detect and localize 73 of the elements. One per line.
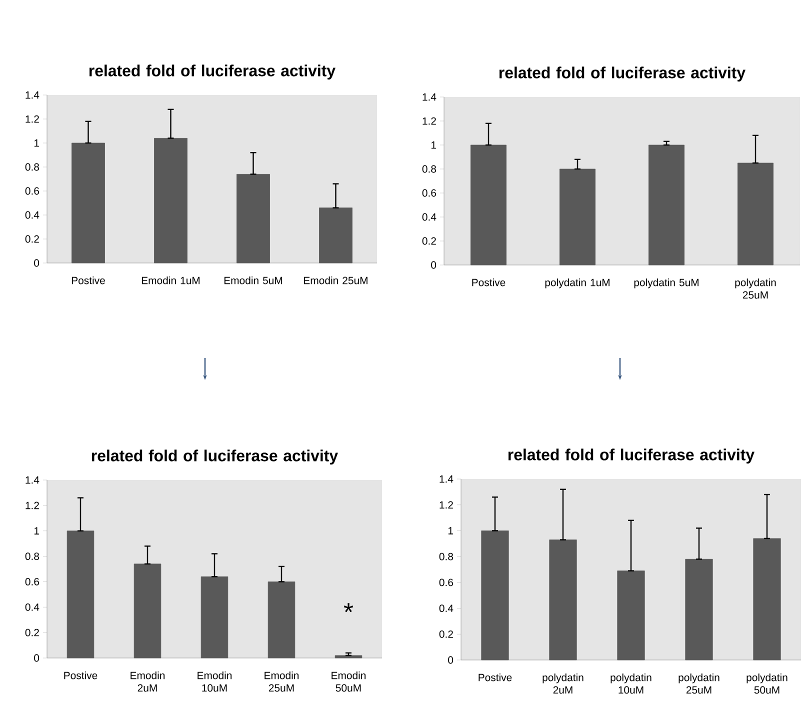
bar [236,174,270,264]
y-tick-label: 0.4 [422,213,436,221]
y-tick-label: 0.6 [439,578,454,586]
y-tick-label: 1.2 [26,115,39,123]
y-tick-label: 0.6 [25,187,40,195]
y-tick-label: 1.2 [26,502,39,510]
bar [738,162,774,266]
bar [319,208,352,264]
x-tick-label: Emodin 5uM [224,276,282,284]
x-tick-label: Emodin 2uM [130,672,165,692]
x-tick-label: Postive [64,672,98,680]
chart-title: related fold of luciferase activity [89,64,336,80]
y-tick-label: 0 [34,259,40,267]
y-tick-label: 0 [431,261,436,269]
y-tick-label: 0.2 [422,237,436,245]
x-tick-label: polydatin 25uM [735,278,776,299]
x-tick-label: polydatin 2uM [542,674,584,694]
bar [470,144,507,266]
y-tick-label: 0 [448,656,454,664]
chart-title: related fold of luciferase activity [92,450,338,465]
y-tick-label: 1.4 [422,93,436,101]
y-tick-label: 1.4 [440,475,454,483]
bar [685,558,713,660]
x-tick-label: Postive [478,674,512,682]
y-tick-label: 1 [431,141,436,149]
x-tick-label: polydatin 50uM [746,674,788,694]
y-tick-label: 0 [34,654,40,662]
y-tick-label: 1 [34,139,39,147]
bar [753,538,781,660]
chart-title: related fold of luciferase activity [508,448,754,464]
bar [560,168,596,266]
bar [200,576,228,658]
y-tick-label: 0.4 [439,604,454,612]
x-tick-label: polydatin 10uM [610,674,652,694]
annotation: * [344,603,354,612]
bar [549,540,577,660]
bar [154,138,188,264]
x-tick-label: polydatin 1uM [545,278,610,288]
bar [617,570,645,660]
x-tick-label: Emodin 25uM [304,276,368,284]
y-tick-label: 1 [34,527,39,534]
y-tick-label: 0.4 [25,211,40,219]
x-tick-label: polydatin 5uM [634,278,698,288]
x-tick-label: Postive [72,276,105,284]
y-tick-label: 0.2 [25,628,39,636]
y-tick-label: 0.8 [25,552,40,560]
bar [72,142,105,264]
bar [481,530,509,660]
y-tick-label: 1.2 [440,501,453,509]
y-tick-label: 0.8 [25,163,40,171]
y-tick-label: 1 [448,527,453,534]
y-tick-label: 0.6 [422,189,436,197]
y-tick-label: 1.4 [26,91,40,99]
x-tick-label: Postive [472,278,506,286]
bar [66,530,94,658]
bar [134,564,162,658]
x-tick-label: Emodin 10uM [198,672,232,692]
bar [268,582,296,658]
bar [648,144,685,266]
y-tick-label: 0.6 [25,578,40,586]
bar [334,655,362,658]
y-tick-label: 0.2 [25,235,39,243]
y-tick-label: 0.2 [439,630,453,638]
y-tick-label: 0.4 [25,603,40,611]
y-tick-label: 0.8 [439,552,454,560]
x-tick-label: Emodin 50uM [332,672,366,692]
chart-title: related fold of luciferase activity [499,66,746,82]
y-tick-label: 1.2 [422,117,436,125]
y-tick-label: 0.8 [422,165,436,173]
y-tick-label: 1.4 [26,476,40,484]
x-tick-label: Emodin 1uM [142,276,200,284]
x-tick-label: polydatin 25uM [678,674,720,694]
x-tick-label: Emodin 25uM [264,672,299,692]
